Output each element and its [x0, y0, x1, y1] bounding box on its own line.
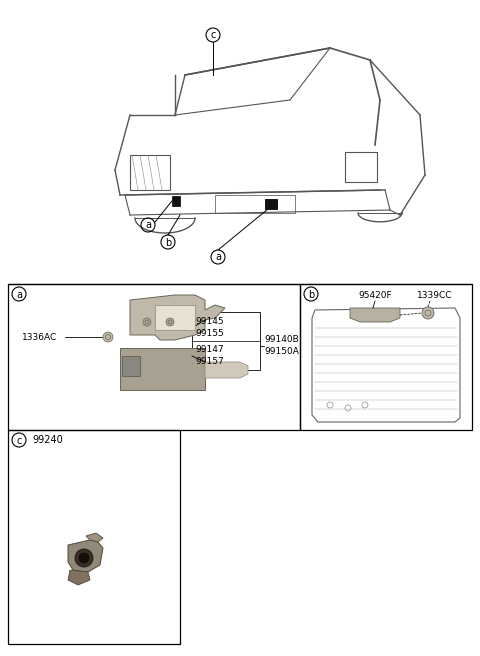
- Text: a: a: [145, 220, 151, 230]
- Text: 1336AC: 1336AC: [22, 333, 57, 342]
- Circle shape: [75, 549, 93, 567]
- Polygon shape: [86, 533, 103, 542]
- Circle shape: [422, 307, 434, 319]
- Bar: [192, 312, 260, 370]
- Bar: [122, 356, 140, 376]
- Text: 99147: 99147: [195, 346, 224, 354]
- Text: c: c: [16, 436, 22, 445]
- Text: c: c: [210, 30, 216, 41]
- Bar: [8, 430, 180, 644]
- Bar: [265, 199, 277, 209]
- Bar: [215, 195, 295, 213]
- Polygon shape: [68, 540, 103, 572]
- Bar: [172, 196, 180, 206]
- Polygon shape: [205, 362, 248, 378]
- Circle shape: [166, 318, 174, 326]
- Text: 95420F: 95420F: [358, 291, 392, 300]
- Bar: [8, 284, 300, 430]
- Circle shape: [79, 553, 89, 563]
- Text: b: b: [308, 289, 314, 300]
- Text: a: a: [215, 253, 221, 262]
- Bar: [155, 305, 195, 330]
- Polygon shape: [68, 570, 90, 585]
- Polygon shape: [130, 295, 225, 340]
- Bar: [300, 284, 472, 430]
- Text: 99240: 99240: [32, 435, 63, 445]
- Text: 99150A: 99150A: [264, 348, 299, 356]
- Text: 99157: 99157: [195, 358, 224, 367]
- Text: a: a: [16, 289, 22, 300]
- Circle shape: [103, 332, 113, 342]
- Bar: [120, 348, 205, 390]
- Text: 99145: 99145: [195, 318, 224, 327]
- Text: b: b: [165, 237, 171, 247]
- Circle shape: [143, 318, 151, 326]
- Text: 99140B: 99140B: [264, 335, 299, 344]
- Text: 99155: 99155: [195, 329, 224, 338]
- Text: 1339CC: 1339CC: [417, 291, 453, 300]
- Polygon shape: [350, 308, 400, 322]
